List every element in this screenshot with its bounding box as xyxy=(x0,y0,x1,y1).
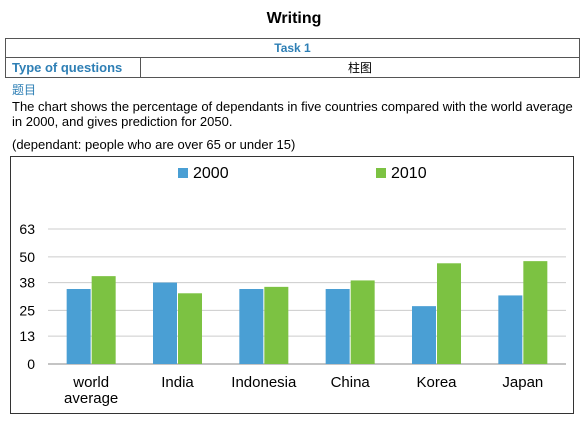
y-tick-label: 63 xyxy=(19,221,35,237)
bar-2000 xyxy=(153,282,177,364)
y-tick-label: 50 xyxy=(19,249,35,265)
y-tick-label: 0 xyxy=(27,356,35,372)
x-tick-label: India xyxy=(161,374,194,391)
legend-label: 2000 xyxy=(193,165,229,182)
bar-2000 xyxy=(239,289,264,364)
page-title: Writing xyxy=(266,10,322,27)
question-text: The chart shows the percentage of depend… xyxy=(12,99,573,129)
legend-swatch xyxy=(376,168,386,178)
bar-2000 xyxy=(412,306,436,364)
question-type-label: Type of questions xyxy=(5,57,141,78)
bar-2010 xyxy=(178,293,202,364)
x-tick-label: Japan xyxy=(502,374,543,391)
bar-2000 xyxy=(66,289,91,364)
dependant-note: (dependant: people who are over 65 or un… xyxy=(12,137,296,152)
question-type-value: 柱图 xyxy=(140,57,580,78)
bar-2010 xyxy=(437,263,461,364)
bar-2000 xyxy=(325,289,350,364)
x-tick-label: average xyxy=(64,390,118,407)
question-label: 题目 xyxy=(12,83,37,97)
x-tick-label: Indonesia xyxy=(231,374,297,391)
bar-2010 xyxy=(523,261,548,364)
y-tick-label: 13 xyxy=(19,328,35,344)
bar-2010 xyxy=(264,286,289,364)
bar-2000 xyxy=(498,295,523,364)
bar-2010 xyxy=(350,280,375,364)
bar-2010 xyxy=(91,276,116,364)
legend-swatch xyxy=(178,168,188,178)
task-header: Task 1 xyxy=(5,38,580,58)
legend-label: 2010 xyxy=(391,165,427,182)
x-tick-label: Korea xyxy=(416,374,457,391)
task-table: Task 1 Type of questions 柱图 xyxy=(5,38,580,78)
y-tick-label: 25 xyxy=(19,302,35,318)
x-tick-label: world xyxy=(72,374,109,391)
x-tick-label: China xyxy=(331,374,371,391)
y-tick-label: 38 xyxy=(19,275,35,291)
chart-frame xyxy=(10,156,574,414)
